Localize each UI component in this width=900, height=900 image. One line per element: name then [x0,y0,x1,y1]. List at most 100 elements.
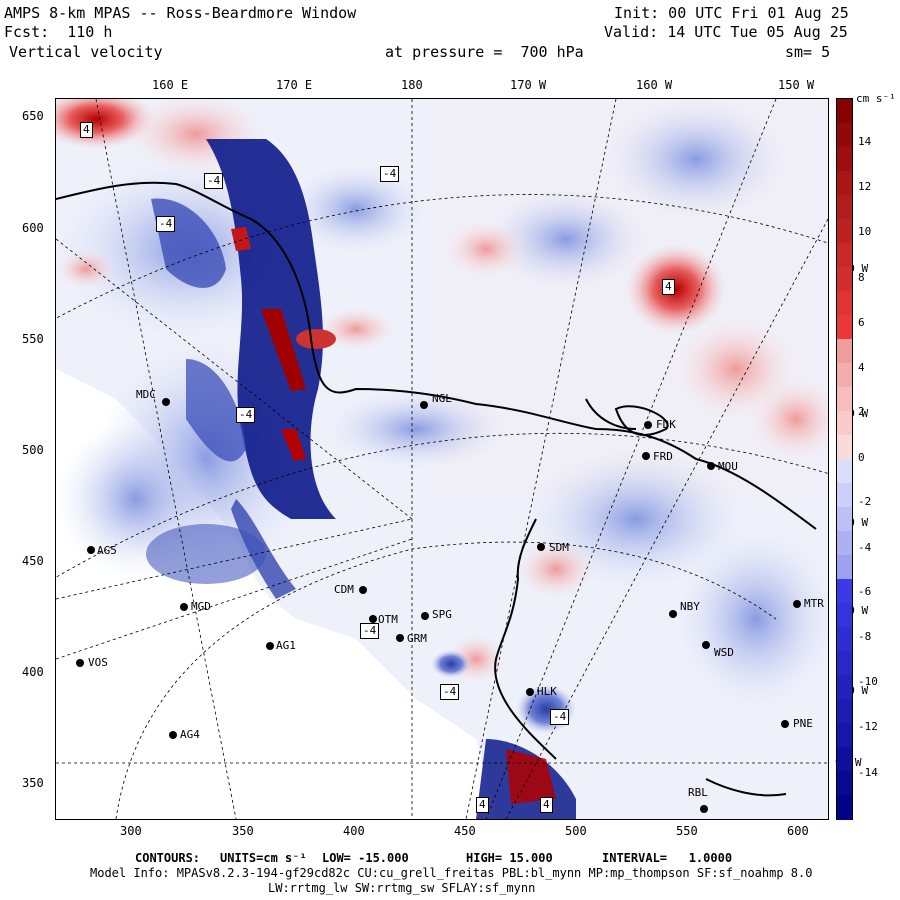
colorbar-segment [837,459,852,484]
anomaly [486,189,646,289]
station-dot [266,642,274,650]
contour-label: 4 [80,122,93,138]
x-tick: 550 [676,824,698,838]
colorbar-segment [837,315,852,340]
station-label: AG1 [276,639,296,652]
station-dot [642,452,650,460]
colorbar-segment [837,651,852,676]
graticule [56,99,828,819]
station-label: AG5 [97,544,117,557]
station-dot [537,543,545,551]
station-dot [702,641,710,649]
colorbar-segment [837,291,852,316]
y-tick: 350 [22,776,44,790]
colorbar-segment [837,387,852,412]
colorbar-segment [837,747,852,772]
colorbar-segment [837,99,852,124]
colorbar-segment [837,483,852,508]
lon-label-160e: 160 E [152,78,189,92]
station-label: OTM [378,613,398,626]
colorbar-tick: -2 [858,495,872,508]
station-dot [169,731,177,739]
colorbar-tick: -10 [858,675,878,688]
colorbar-tick: 2 [858,405,865,418]
colorbar-tick: 12 [858,180,872,193]
colorbar-segment [837,699,852,724]
contour-label: 4 [540,797,553,813]
station-label: FDK [656,418,676,431]
station-dot [669,610,677,618]
station-label: NBY [680,600,700,613]
y-tick: 450 [22,554,44,568]
colorbar-tick: -4 [858,541,872,554]
footer-model-info: Model Info: MPASv8.2.3-194-gf29cd82c CU:… [90,866,813,880]
station-label: MOU [718,460,738,473]
station-label: RBL [688,786,708,799]
colorbar-tick: -14 [858,766,878,779]
forecast-hour: Fcst: 110 h [4,23,113,41]
colorbar-segment [837,771,852,796]
positive-streak [281,429,306,461]
positive-streak [231,227,251,251]
station-dot [421,612,429,620]
station-label: FRD [653,450,673,463]
colorbar-segment [837,171,852,196]
station-dot [781,720,789,728]
station-label: MGD [191,600,211,613]
colorbar-segment [837,603,852,628]
anomaly [516,539,596,599]
station-label: HLK [537,685,557,698]
lon-label-150w: 150 W [778,78,815,92]
colorbar-segment [837,363,852,388]
station-label: WSD [714,646,734,659]
station-dot [396,634,404,642]
station-label: SPG [432,608,452,621]
colorbar-tick: -6 [858,585,872,598]
anomaly [431,650,471,678]
footer-contours-label: CONTOURS: [135,851,201,865]
footer-units: UNITS=cm s⁻¹ [220,851,307,865]
x-tick: 500 [565,824,587,838]
anomaly [676,529,828,709]
coastline [56,181,817,797]
anomaly [626,244,726,334]
valid-time: Valid: 14 UTC Tue 05 Aug 25 [604,23,848,41]
anomaly [446,221,526,277]
x-tick: 300 [120,824,142,838]
station-label: PNE [793,717,813,730]
footer-high: HIGH= 15.000 [466,851,553,865]
footer-low: LOW= -15.000 [322,851,409,865]
colorbar-segment [837,195,852,220]
contour-label: -4 [204,173,224,189]
map-field [56,99,828,819]
station-label: VOS [88,656,108,669]
station-label: AG4 [180,728,200,741]
pressure-level: at pressure = 700 hPa [385,43,584,61]
station-label: CDM [334,583,354,596]
lon-label-170w: 170 W [510,78,547,92]
station-dot [707,462,715,470]
positive-streak [261,309,306,391]
model-title: AMPS 8-km MPAS -- Ross-Beardmore Window [4,4,357,22]
y-tick: 600 [22,221,44,235]
station-dot [180,603,188,611]
colorbar-segment [837,627,852,652]
negative-lobe [146,524,266,584]
x-tick: 400 [343,824,365,838]
footer-interval: INTERVAL= 1.0000 [602,851,733,865]
station-dot [87,546,95,554]
contour-label: -4 [380,166,400,182]
x-tick: 450 [454,824,476,838]
colorbar-segment [837,531,852,556]
colorbar-tick: 8 [858,271,865,284]
colorbar-segment [837,555,852,580]
lon-label-180: 180 [401,78,423,92]
station-dot [420,401,428,409]
anomaly [751,379,828,459]
colorbar-segment [837,795,852,820]
station-dot [359,586,367,594]
x-tick: 350 [232,824,254,838]
anomaly [606,99,786,219]
colorbar-tick: -12 [858,720,878,733]
station-dot [793,600,801,608]
